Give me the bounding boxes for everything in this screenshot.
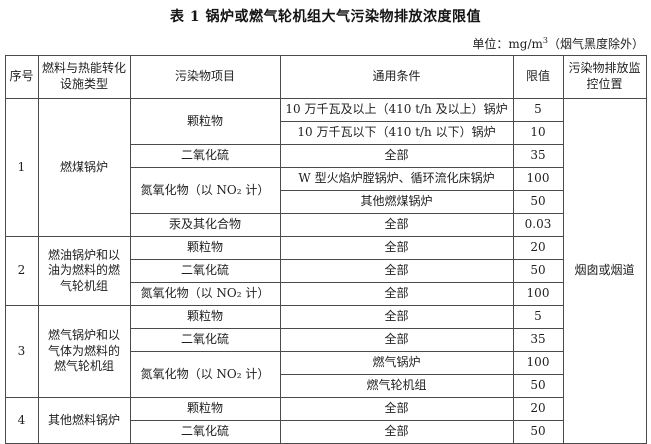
limit-cell: 50 (512, 190, 564, 214)
table-row: 二氧化硫 全部 35 (5, 328, 646, 352)
monitor-location-cell: 烟囱或烟道 (562, 98, 647, 444)
pollutant-cell: 氮氧化物（以 NO₂ 计） (129, 167, 281, 214)
pollutant-cell: 二氧化硫 (129, 328, 281, 352)
facility-cell: 其他燃料锅炉 (37, 397, 131, 444)
unit-note: 单位：mg/m3（烟气黑度除外） (0, 35, 644, 52)
pollutant-cell: 汞及其化合物 (129, 213, 281, 237)
limit-cell: 20 (512, 236, 564, 260)
table-row: 氮氧化物（以 NO₂ 计） W 型火焰炉膛锅炉、循环流化床锅炉 100 (5, 167, 646, 214)
unit-prefix: 单位：mg/m (472, 37, 543, 51)
table-row: 3 燃气锅炉和以气体为燃料的燃气轮机组 颗粒物 全部 5 (4, 305, 646, 398)
limit-cell: 5 (512, 98, 564, 122)
pollutant-cell: 氮氧化物（以 NO₂ 计） (129, 282, 281, 306)
document-page: 表 1 锅炉或燃气轮机组大气污染物排放浓度限值 单位：mg/m3（烟气黑度除外）… (0, 9, 647, 444)
limit-cell: 35 (512, 328, 564, 352)
condition-cell: 10 万千瓦及以上（410 t/h 及以上）锅炉 (279, 98, 514, 122)
table-row: 燃气轮机组 50 (5, 374, 646, 398)
seq-cell: 1 (4, 98, 39, 237)
condition-cell: 其他燃煤锅炉 (279, 190, 514, 214)
condition-cell: 全部 (279, 282, 514, 306)
column-header: 燃料与热能转化设施类型 (37, 55, 131, 99)
pollutant-cell: 二氧化硫 (129, 259, 281, 283)
facility-cell: 燃油锅炉和以油为燃料的燃气轮机组 (37, 236, 131, 306)
table-row: 汞及其化合物 全部 0.03 (5, 213, 646, 237)
condition-cell: 燃气轮机组 (279, 374, 514, 398)
table-row: 其他燃煤锅炉 50 (5, 190, 646, 214)
limit-cell: 20 (512, 397, 564, 421)
pollutant-cell: 颗粒物 (129, 236, 281, 260)
condition-cell: 全部 (279, 397, 514, 421)
limit-cell: 100 (512, 167, 564, 191)
seq-cell: 2 (4, 236, 39, 306)
condition-cell: 全部 (279, 236, 514, 260)
limit-cell: 10 (512, 121, 564, 145)
limit-cell: 5 (512, 305, 564, 329)
limit-cell: 35 (512, 144, 564, 168)
unit-suffix: （烟气黑度除外） (547, 37, 644, 51)
condition-cell: 燃气锅炉 (279, 351, 514, 375)
table-row: 1 燃煤锅炉 颗粒物 10 万千瓦及以上（410 t/h 及以上）锅炉 5 烟囱或烟道 (4, 98, 647, 444)
seq-cell: 3 (4, 305, 39, 398)
column-header: 通用条件 (279, 55, 514, 99)
condition-cell: 全部 (279, 213, 514, 237)
seq-cell: 4 (4, 397, 39, 444)
emission-limits-table: 序号 燃料与热能转化设施类型 污染物项目 通用条件 限值 污染物排放监控位置 1 燃煤锅炉颗… (4, 55, 647, 444)
unit-superscript: 3 (542, 36, 548, 45)
limit-cell: 100 (512, 351, 564, 375)
pollutant-cell: 氮氧化物（以 NO₂ 计） (129, 351, 281, 398)
limit-cell: 0.03 (512, 213, 564, 237)
table-row: 二氧化硫 全部 50 (5, 259, 646, 283)
pollutant-cell: 颗粒物 (129, 98, 281, 145)
column-header: 污染物项目 (129, 55, 281, 99)
table-title: 表 1 锅炉或燃气轮机组大气污染物排放浓度限值 (170, 9, 481, 25)
condition-cell: 全部 (279, 144, 514, 168)
column-header: 污染物排放监控位置 (562, 55, 647, 99)
facility-cell: 燃气锅炉和以气体为燃料的燃气轮机组 (37, 305, 131, 398)
condition-cell: 全部 (279, 305, 514, 329)
condition-cell: 全部 (279, 328, 514, 352)
pollutant-cell: 颗粒物 (129, 397, 281, 421)
column-header: 限值 (512, 55, 564, 99)
table-row: 4 其他燃料锅炉 颗粒物 全部 20 (4, 397, 646, 444)
limit-cell: 100 (512, 282, 564, 306)
limit-cell: 50 (512, 374, 564, 398)
column-header: 序号 (4, 55, 39, 99)
table-row: 氮氧化物（以 NO₂ 计） 燃气锅炉 100 (5, 351, 646, 398)
facility-cell: 燃煤锅炉 (37, 98, 131, 237)
limit-cell: 50 (512, 259, 564, 283)
table-row: 二氧化硫 全部 35 (5, 144, 646, 168)
table-header-row: 序号 燃料与热能转化设施类型 污染物项目 通用条件 限值 污染物排放监控位置 (4, 55, 647, 99)
condition-cell: 10 万千瓦以下（410 t/h 以下）锅炉 (279, 121, 514, 145)
condition-cell: 全部 (279, 259, 514, 283)
table-row: 10 万千瓦以下（410 t/h 以下）锅炉 10 (5, 121, 646, 145)
condition-cell: W 型火焰炉膛锅炉、循环流化床锅炉 (279, 167, 514, 191)
table-row: 2 燃油锅炉和以油为燃料的燃气轮机组 颗粒物 全部 20 (4, 236, 646, 306)
pollutant-cell: 颗粒物 (129, 305, 281, 329)
pollutant-cell: 二氧化硫 (129, 144, 281, 168)
